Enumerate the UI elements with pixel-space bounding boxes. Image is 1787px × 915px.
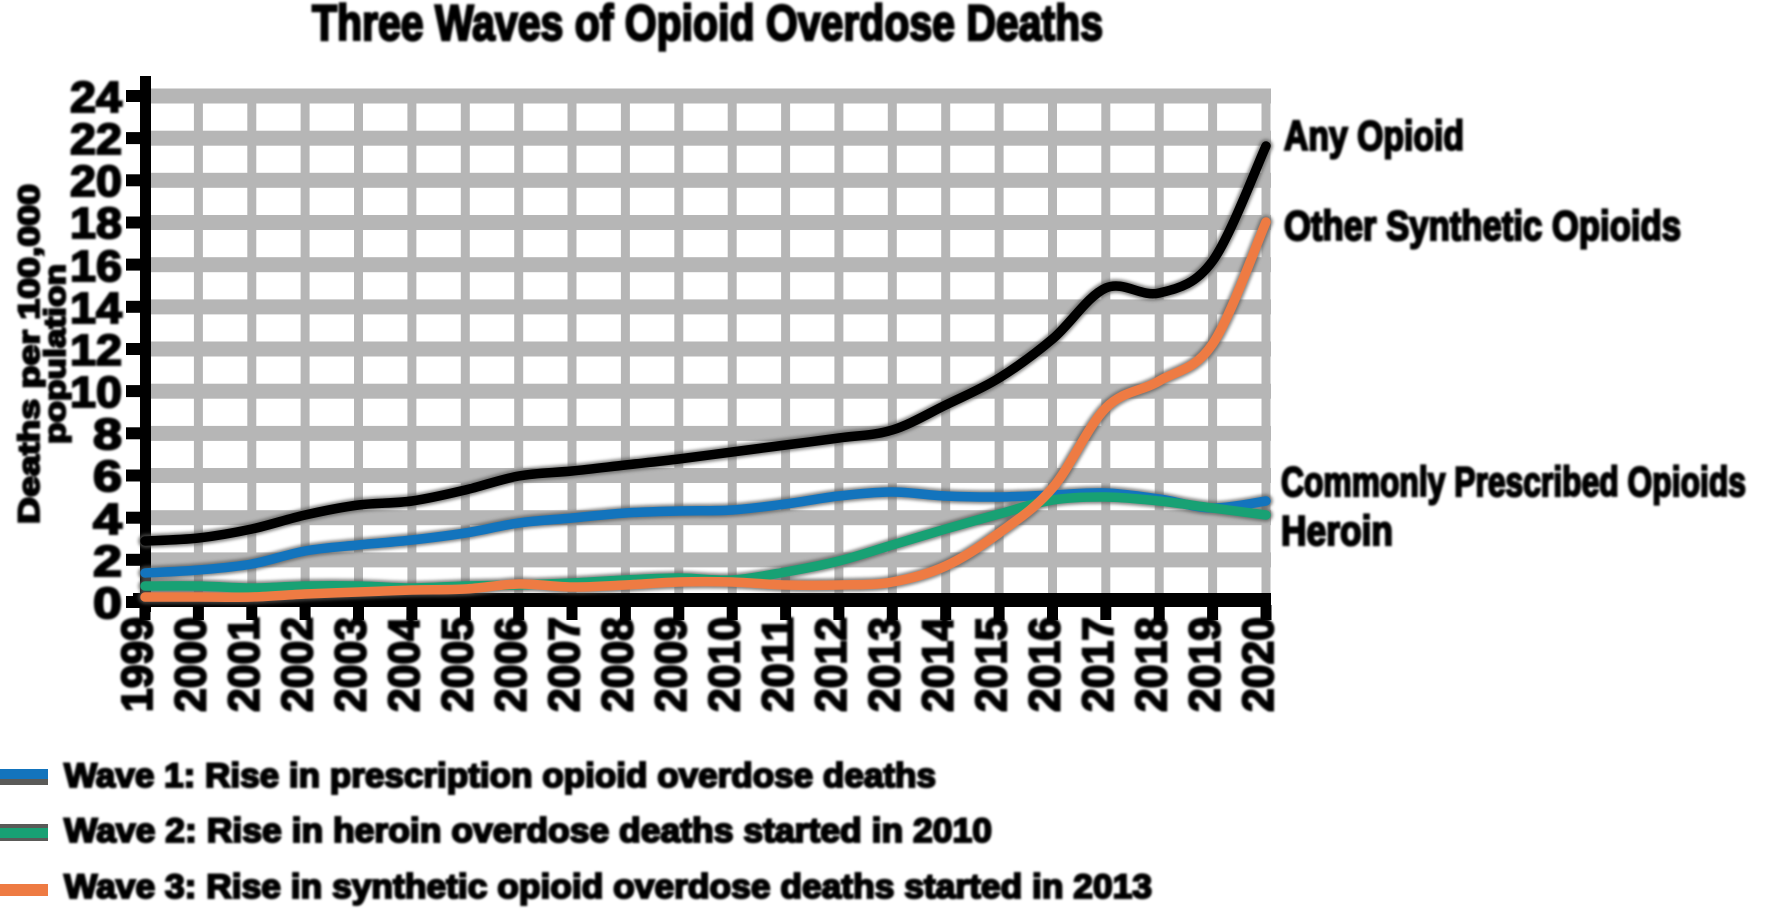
svg-text:2016: 2016 (1021, 617, 1070, 712)
svg-text:2004: 2004 (380, 616, 429, 712)
svg-text:6: 6 (93, 452, 122, 501)
svg-text:2012: 2012 (807, 617, 856, 712)
svg-text:1999: 1999 (113, 617, 162, 712)
svg-text:2010: 2010 (700, 617, 749, 712)
svg-text:2006: 2006 (487, 617, 536, 712)
svg-text:0: 0 (93, 579, 122, 628)
svg-text:Commonly Prescribed Opioids: Commonly Prescribed Opioids (1281, 458, 1746, 505)
svg-text:2002: 2002 (273, 617, 322, 712)
svg-text:14: 14 (70, 284, 123, 333)
svg-text:2000: 2000 (166, 617, 215, 712)
svg-text:2: 2 (93, 537, 122, 586)
svg-text:8: 8 (93, 410, 122, 459)
svg-text:Wave 2: Rise in heroin overdos: Wave 2: Rise in heroin overdose deaths s… (64, 812, 992, 850)
svg-text:18: 18 (70, 199, 122, 248)
svg-text:Wave 3: Rise in synthetic opio: Wave 3: Rise in synthetic opioid overdos… (64, 868, 1152, 906)
svg-text:2007: 2007 (540, 617, 589, 712)
svg-text:Wave 1: Rise in prescription o: Wave 1: Rise in prescription opioid over… (64, 757, 936, 795)
svg-text:2008: 2008 (593, 617, 642, 712)
svg-text:Any Opioid: Any Opioid (1284, 112, 1464, 159)
svg-text:Three Waves of Opioid Overdose: Three Waves of Opioid Overdose Deaths (312, 0, 1103, 51)
svg-text:2015: 2015 (967, 617, 1016, 712)
svg-text:2019: 2019 (1181, 617, 1230, 712)
svg-text:2017: 2017 (1074, 617, 1123, 712)
svg-text:10: 10 (70, 368, 122, 417)
svg-text:2011: 2011 (754, 617, 803, 712)
svg-text:2013: 2013 (860, 617, 909, 712)
svg-text:16: 16 (70, 242, 122, 291)
svg-text:population: population (39, 264, 72, 444)
svg-text:20: 20 (70, 157, 122, 206)
svg-text:Other Synthetic Opioids: Other Synthetic Opioids (1284, 202, 1681, 249)
svg-text:Heroin: Heroin (1281, 507, 1393, 554)
svg-text:2001: 2001 (220, 617, 269, 712)
svg-text:4: 4 (93, 495, 123, 544)
svg-text:22: 22 (70, 115, 122, 164)
svg-text:24: 24 (70, 73, 123, 122)
svg-text:2009: 2009 (647, 617, 696, 712)
svg-text:Deaths per 100,000: Deaths per 100,000 (13, 184, 46, 524)
svg-text:2005: 2005 (433, 617, 482, 712)
svg-text:2014: 2014 (914, 616, 963, 712)
svg-text:2003: 2003 (327, 617, 376, 712)
svg-text:12: 12 (70, 326, 122, 375)
svg-text:2018: 2018 (1127, 617, 1176, 712)
svg-text:2020: 2020 (1234, 617, 1283, 712)
